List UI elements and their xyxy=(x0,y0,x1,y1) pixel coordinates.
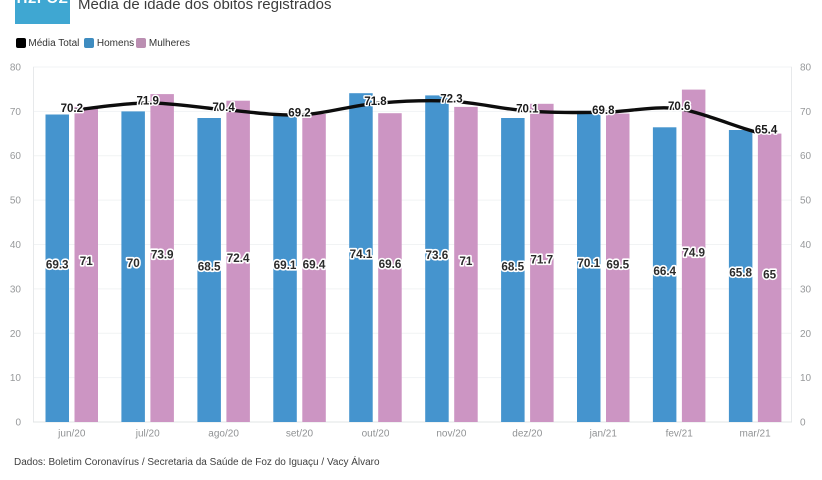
svg-text:70.4: 70.4 xyxy=(212,102,235,114)
svg-text:70.1: 70.1 xyxy=(516,103,539,115)
svg-text:set/20: set/20 xyxy=(286,429,314,440)
svg-text:40: 40 xyxy=(800,240,812,251)
svg-text:70: 70 xyxy=(127,257,141,270)
svg-text:0: 0 xyxy=(15,418,21,429)
svg-text:10: 10 xyxy=(800,373,812,384)
svg-text:72.3: 72.3 xyxy=(440,94,462,106)
svg-text:65: 65 xyxy=(763,268,777,281)
svg-text:jan/21: jan/21 xyxy=(589,429,618,440)
svg-text:72.4: 72.4 xyxy=(227,252,250,265)
svg-text:30: 30 xyxy=(10,284,22,295)
svg-text:70: 70 xyxy=(800,107,812,118)
svg-text:66.4: 66.4 xyxy=(653,265,676,278)
svg-text:80: 80 xyxy=(10,63,22,74)
svg-text:69.6: 69.6 xyxy=(379,258,402,271)
svg-text:0: 0 xyxy=(800,418,806,429)
svg-text:69.1: 69.1 xyxy=(274,259,297,272)
svg-text:71.8: 71.8 xyxy=(364,96,387,108)
svg-text:68.5: 68.5 xyxy=(501,261,524,274)
svg-text:70.1: 70.1 xyxy=(577,257,600,270)
svg-text:69.2: 69.2 xyxy=(288,107,310,119)
svg-text:50: 50 xyxy=(10,196,22,207)
svg-text:50: 50 xyxy=(800,196,812,207)
svg-text:fev/21: fev/21 xyxy=(666,429,694,440)
svg-text:74.1: 74.1 xyxy=(350,248,373,261)
svg-text:74.9: 74.9 xyxy=(682,246,705,259)
svg-text:jun/20: jun/20 xyxy=(57,429,86,440)
svg-text:20: 20 xyxy=(10,329,22,340)
svg-text:nov/20: nov/20 xyxy=(436,429,466,440)
svg-text:out/20: out/20 xyxy=(362,429,390,440)
svg-text:10: 10 xyxy=(10,373,22,384)
svg-text:mar/21: mar/21 xyxy=(740,429,772,440)
svg-text:40: 40 xyxy=(10,240,22,251)
svg-text:80: 80 xyxy=(800,63,812,74)
svg-text:69.5: 69.5 xyxy=(606,258,629,271)
svg-text:jul/20: jul/20 xyxy=(135,429,160,440)
svg-text:71.7: 71.7 xyxy=(530,253,553,266)
svg-text:71: 71 xyxy=(459,255,473,268)
svg-text:ago/20: ago/20 xyxy=(208,429,239,440)
svg-text:20: 20 xyxy=(800,329,812,340)
svg-text:65.4: 65.4 xyxy=(755,124,778,136)
svg-text:69.8: 69.8 xyxy=(592,105,615,117)
svg-text:69.4: 69.4 xyxy=(303,259,326,272)
svg-text:65.8: 65.8 xyxy=(729,267,752,280)
svg-text:70.6: 70.6 xyxy=(668,101,690,113)
svg-text:dez/20: dez/20 xyxy=(512,429,542,440)
svg-text:73.9: 73.9 xyxy=(151,249,174,262)
svg-text:71.9: 71.9 xyxy=(137,95,159,107)
svg-text:60: 60 xyxy=(10,151,22,162)
svg-text:69.3: 69.3 xyxy=(46,259,69,272)
svg-text:70.2: 70.2 xyxy=(61,103,83,115)
svg-text:71: 71 xyxy=(80,255,94,268)
svg-text:68.5: 68.5 xyxy=(198,261,221,274)
svg-text:30: 30 xyxy=(800,284,812,295)
svg-text:60: 60 xyxy=(800,151,812,162)
svg-text:73.6: 73.6 xyxy=(426,249,449,262)
svg-text:70: 70 xyxy=(10,107,22,118)
